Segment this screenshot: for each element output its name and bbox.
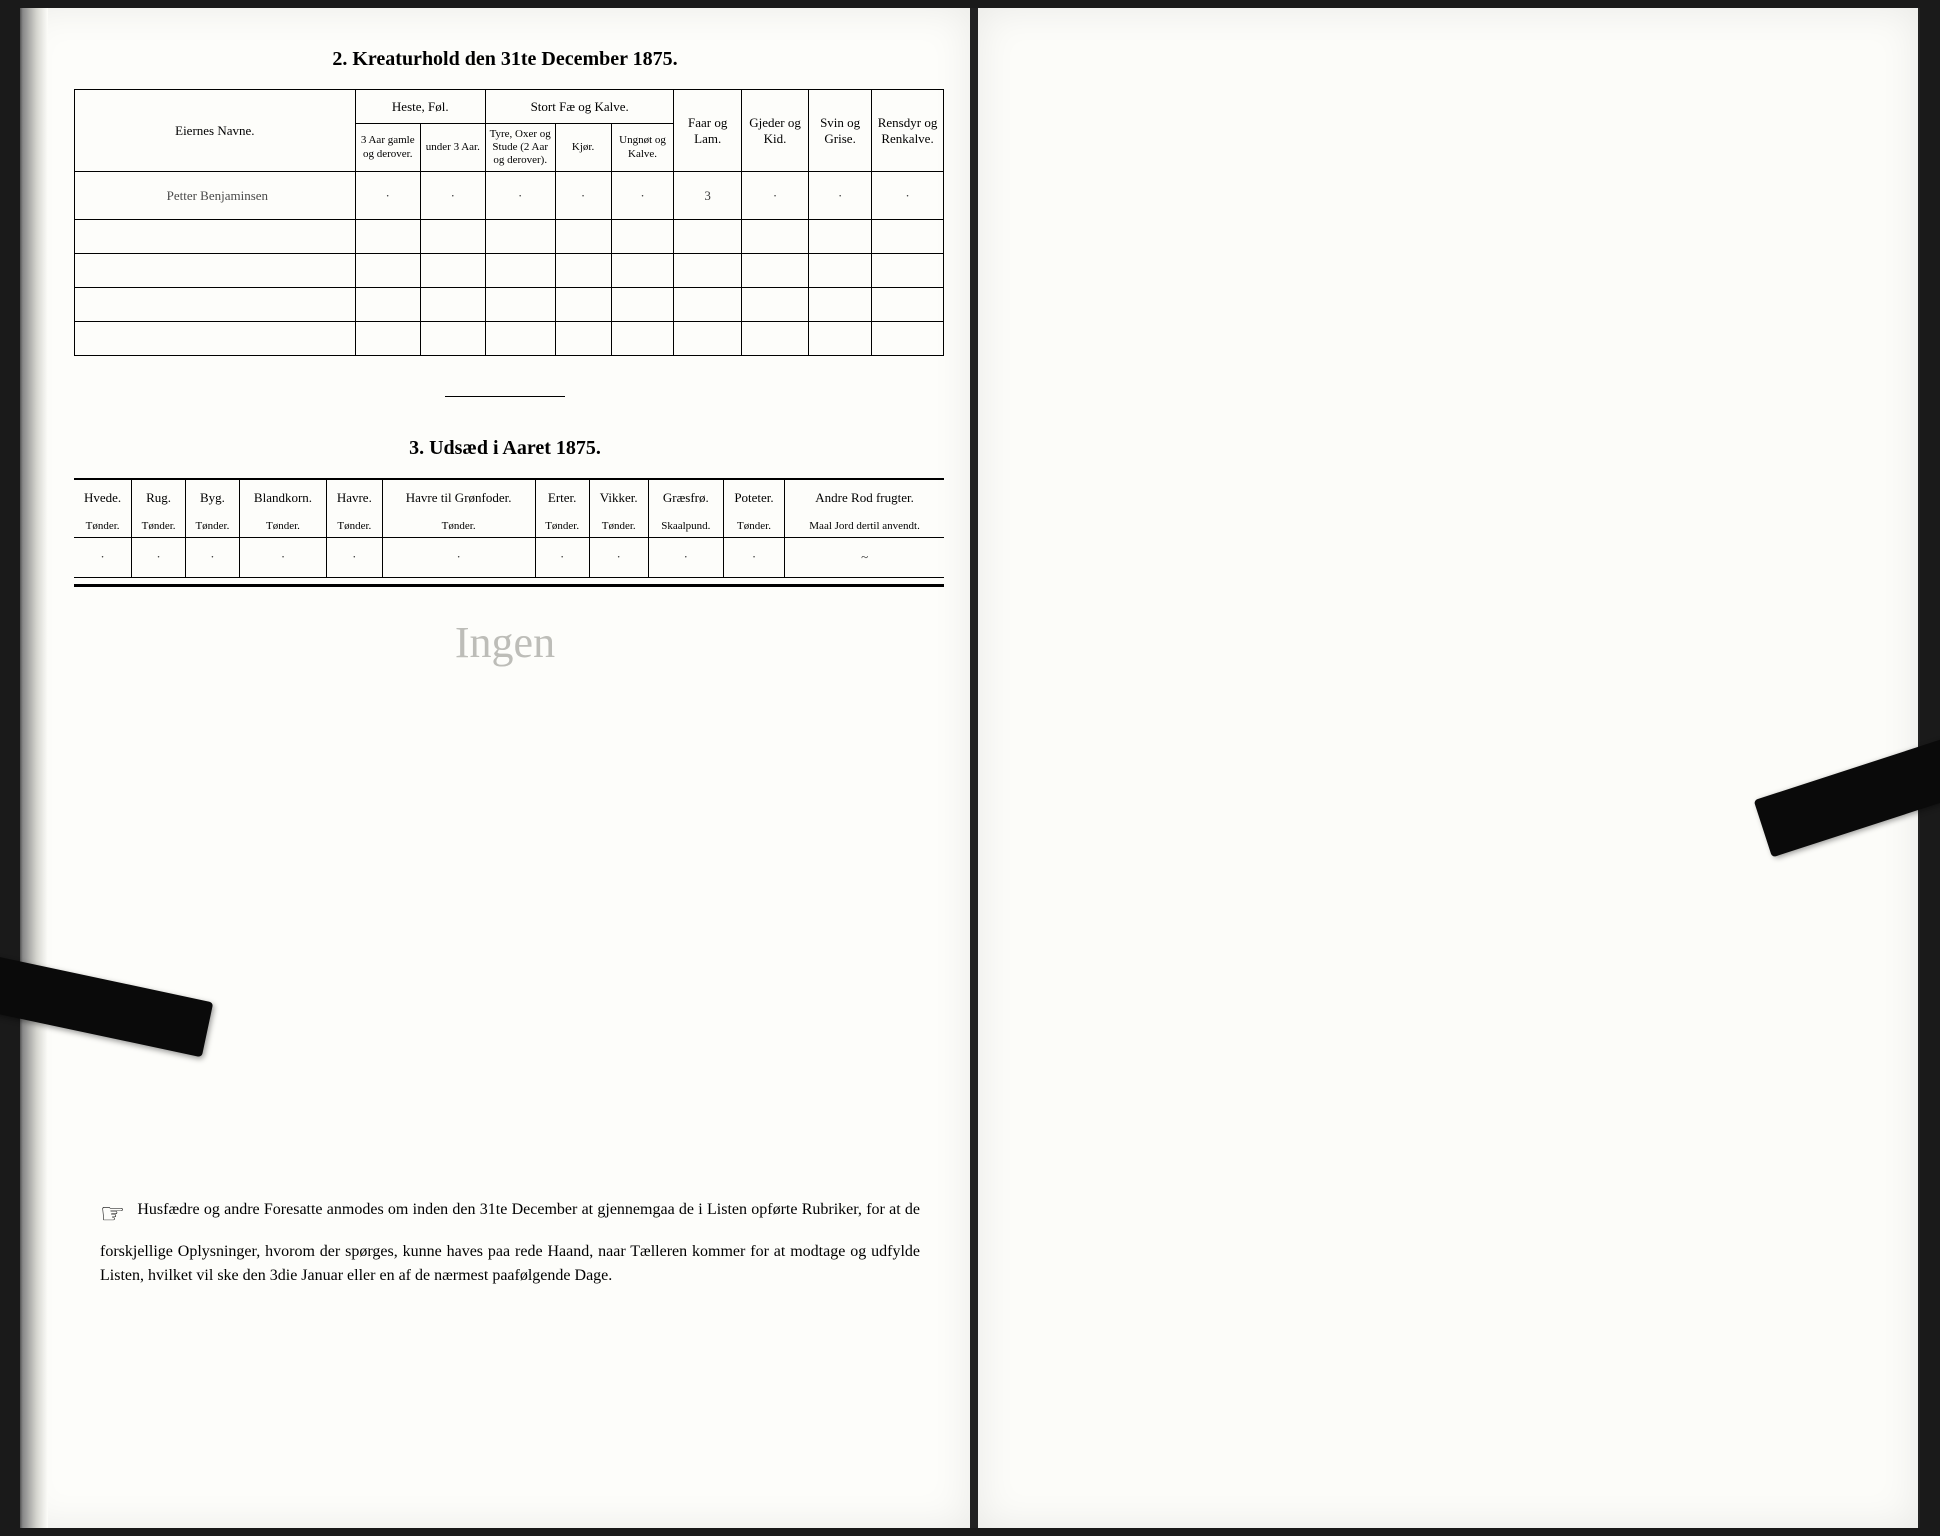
unit: Tønder. bbox=[132, 515, 186, 537]
section3-title: 3. Udsæd i Aaret 1875. bbox=[68, 437, 942, 460]
section2-title: 2. Kreaturhold den 31te December 1875. bbox=[68, 48, 942, 71]
unit: Tønder. bbox=[535, 515, 589, 537]
right-page bbox=[978, 8, 1918, 1528]
cell: · bbox=[589, 537, 648, 577]
cell: · bbox=[535, 537, 589, 577]
unit: Tønder. bbox=[723, 515, 784, 537]
cell: · bbox=[723, 537, 784, 577]
col-gjeder: Gjeder og Kid. bbox=[741, 90, 808, 172]
cell: · bbox=[185, 537, 239, 577]
table-row: · · · · · · · · · · ~ bbox=[74, 537, 944, 577]
cell: · bbox=[611, 172, 674, 220]
cell: · bbox=[648, 537, 723, 577]
page-spread: 2. Kreaturhold den 31te December 1875. E… bbox=[20, 8, 1920, 1528]
cell: · bbox=[132, 537, 186, 577]
col-byg: Byg. bbox=[185, 479, 239, 515]
cell: · bbox=[555, 172, 611, 220]
col-graesfro: Græsfrø. bbox=[648, 479, 723, 515]
unit: Tønder. bbox=[239, 515, 326, 537]
section-divider bbox=[445, 396, 565, 397]
col-havre: Havre. bbox=[327, 479, 382, 515]
unit: Tønder. bbox=[589, 515, 648, 537]
col-andre-rodfrugter: Andre Rod frugter. bbox=[785, 479, 944, 515]
table-bottom-rule bbox=[74, 584, 944, 587]
col-heste-a: 3 Aar gamle og derover. bbox=[355, 124, 420, 172]
col-erter: Erter. bbox=[535, 479, 589, 515]
unit: Tønder. bbox=[327, 515, 382, 537]
cell: · bbox=[382, 537, 535, 577]
cell: · bbox=[327, 537, 382, 577]
footer-text: Husfædre og andre Foresatte anmodes om i… bbox=[100, 1201, 920, 1284]
col-vikker: Vikker. bbox=[589, 479, 648, 515]
cell-faar: 3 bbox=[674, 172, 741, 220]
cell: · bbox=[74, 537, 132, 577]
col-rensdyr: Rensdyr og Renkalve. bbox=[872, 90, 944, 172]
col-blandkorn: Blandkorn. bbox=[239, 479, 326, 515]
pointing-hand-icon: ☞ bbox=[100, 1194, 125, 1236]
col-hvede: Hvede. bbox=[74, 479, 132, 515]
col-stor-c: Ungnøt og Kalve. bbox=[611, 124, 674, 172]
cell: · bbox=[741, 172, 808, 220]
cell: · bbox=[420, 172, 485, 220]
unit: Tønder. bbox=[382, 515, 535, 537]
cell: · bbox=[355, 172, 420, 220]
unit: Skaalpund. bbox=[648, 515, 723, 537]
col-poteter: Poteter. bbox=[723, 479, 784, 515]
udsaed-table: Hvede. Rug. Byg. Blandkorn. Havre. Havre… bbox=[74, 478, 944, 578]
table-row bbox=[75, 322, 944, 356]
left-page: 2. Kreaturhold den 31te December 1875. E… bbox=[20, 8, 970, 1528]
col-rug: Rug. bbox=[132, 479, 186, 515]
col-owner: Eiernes Navne. bbox=[75, 90, 356, 172]
cell: · bbox=[485, 172, 555, 220]
table-row bbox=[75, 254, 944, 288]
colgroup-storfe: Stort Fæ og Kalve. bbox=[485, 90, 674, 124]
unit: Maal Jord dertil anvendt. bbox=[785, 515, 944, 537]
table-row bbox=[75, 220, 944, 254]
archive-clip-right bbox=[1754, 739, 1940, 858]
table-row bbox=[75, 288, 944, 322]
colgroup-heste: Heste, Føl. bbox=[355, 90, 485, 124]
owner-cell: Petter Benjaminsen bbox=[75, 172, 356, 220]
cell: · bbox=[239, 537, 326, 577]
cell: · bbox=[809, 172, 872, 220]
kreaturhold-table: Eiernes Navne. Heste, Føl. Stort Fæ og K… bbox=[74, 89, 944, 356]
footer-note: ☞ Husfædre og andre Foresatte anmodes om… bbox=[100, 1198, 920, 1288]
col-faar: Faar og Lam. bbox=[674, 90, 741, 172]
col-havre-gronfoder: Havre til Grønfoder. bbox=[382, 479, 535, 515]
col-heste-b: under 3 Aar. bbox=[420, 124, 485, 172]
col-stor-b: Kjør. bbox=[555, 124, 611, 172]
binding-shadow bbox=[20, 8, 48, 1528]
handwritten-note: Ingen bbox=[68, 617, 942, 668]
col-stor-a: Tyre, Oxer og Stude (2 Aar og derover). bbox=[485, 124, 555, 172]
unit: Tønder. bbox=[74, 515, 132, 537]
col-svin: Svin og Grise. bbox=[809, 90, 872, 172]
unit: Tønder. bbox=[185, 515, 239, 537]
cell: · bbox=[872, 172, 944, 220]
table-row: Petter Benjaminsen · · · · · 3 · · · bbox=[75, 172, 944, 220]
cell: ~ bbox=[785, 537, 944, 577]
